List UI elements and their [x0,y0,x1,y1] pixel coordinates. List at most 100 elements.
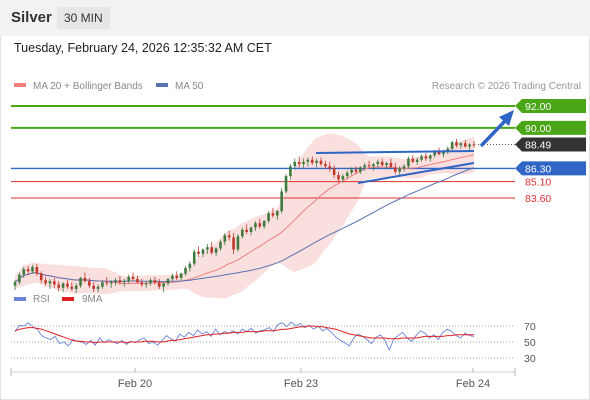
candle-body [162,283,165,287]
rsi-line [14,321,475,352]
candle-body [192,251,196,264]
candle [197,246,200,258]
candle [420,154,423,162]
candle-body [131,276,135,280]
candle [232,233,235,254]
candle-body [420,156,423,160]
flag-upper-line [315,150,475,154]
candle [385,161,388,170]
candle-body [88,281,91,286]
candle-body [310,159,314,163]
pivot-level-tag [515,161,586,176]
candle [359,166,362,174]
candle-body [433,152,436,156]
projection-arrow-shaft [479,118,508,148]
candle-body [166,279,170,284]
candle [363,162,367,171]
candle-body [13,282,17,286]
candle [162,282,165,293]
candle-body [394,167,397,172]
candle [149,277,152,286]
candle-body [341,176,345,180]
candle [31,264,34,274]
candle [227,230,231,241]
candle-body [380,161,384,166]
candle [345,170,349,179]
candle [214,247,218,257]
candle [88,277,91,288]
candle [118,275,122,285]
x-tick-label: Feb 23 [284,378,318,390]
candle [236,234,240,252]
candle [26,265,30,275]
candle [289,164,292,180]
candle-body [437,152,441,155]
legend: MA 20 + Bollinger Bands MA 50 Research ©… [14,81,581,305]
candle [48,279,52,289]
pivot-level-label: 86.30 [525,163,551,175]
projection-arrow-head [499,110,514,126]
candle-body [210,247,214,253]
candle-body [402,166,406,169]
candle-body [363,165,367,168]
candle-body [70,286,74,289]
ma20-legend-swatch [14,83,26,87]
candle-body [127,276,130,282]
candle-body [472,144,476,146]
rsi-ma-line [14,325,474,344]
candle [428,154,432,162]
candle [39,271,43,284]
candle-body [171,275,174,280]
moving-averages [14,154,475,285]
candle-body [289,166,292,177]
candle [101,280,104,289]
candle [341,173,345,183]
candle [249,226,253,236]
candle [144,281,148,288]
candle [271,207,275,218]
candle [136,275,139,284]
last-level-label: 88.49 [525,139,551,151]
candle-body [153,280,157,283]
candle-body [463,143,467,147]
candle [450,141,454,151]
rsi-tick-label: 30 [524,353,536,365]
candle-body [245,229,248,232]
candle [328,161,332,172]
candle-body [188,263,192,269]
candle [127,274,130,284]
candle [394,162,397,174]
candle-body [39,273,43,281]
candle [83,272,87,283]
candle [337,171,340,183]
candle [22,267,26,278]
candle [297,156,301,168]
candle-body [455,142,458,146]
candle-body [136,279,139,283]
candle-body [114,280,117,283]
rsi-tick-label: 70 [524,321,536,333]
rsi-ma-legend-swatch [62,297,74,301]
candle-body [101,282,104,287]
candle-body [26,269,30,272]
candle-body [140,282,144,285]
candle [415,157,419,166]
candle [44,276,47,286]
candle-body [267,213,270,221]
candle [35,263,39,276]
candle [315,158,318,168]
candle-body [214,248,218,253]
candle [201,248,205,258]
candle [293,158,297,170]
candle-body [236,236,240,250]
candle-body [249,227,253,232]
candle [210,241,214,255]
bollinger-bands [15,133,474,299]
candle-body [275,211,279,216]
candle-body [35,267,39,274]
timeframe-badge[interactable]: 30 MIN [57,7,110,29]
rsi-legend-label: RSI [33,294,50,305]
candle [74,283,78,294]
candle [105,276,109,286]
